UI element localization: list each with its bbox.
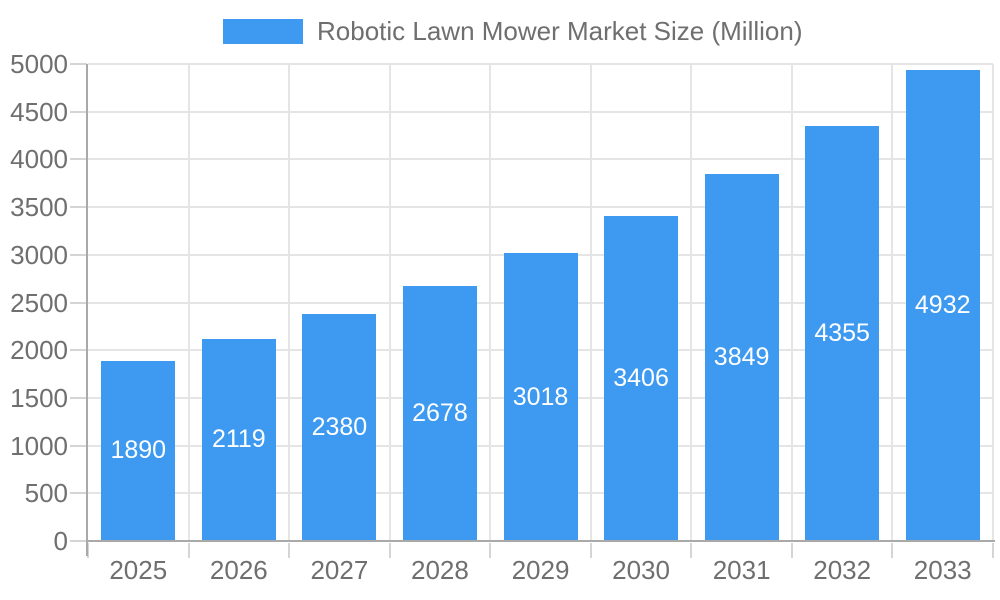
bar-value-label: 1890 xyxy=(110,436,167,465)
bar-value-label: 2678 xyxy=(412,398,468,427)
y-tick xyxy=(70,396,87,399)
legend-swatch xyxy=(223,19,303,44)
v-gridline xyxy=(992,64,994,541)
bar: 2678 xyxy=(402,285,477,541)
x-tick xyxy=(589,543,592,558)
v-gridline xyxy=(790,64,793,541)
x-tick xyxy=(288,543,291,558)
h-gridline xyxy=(88,63,993,65)
v-gridline xyxy=(187,64,190,541)
y-tick xyxy=(70,63,87,65)
v-gridline xyxy=(690,64,693,541)
y-tick xyxy=(70,492,87,495)
x-tick xyxy=(992,543,994,558)
x-tick-label: 2029 xyxy=(511,555,570,585)
y-tick-label: 2000 xyxy=(10,335,68,366)
bar: 4355 xyxy=(805,125,880,541)
y-tick-label: 0 xyxy=(53,526,68,556)
v-gridline xyxy=(388,64,391,541)
x-tick xyxy=(489,543,492,558)
x-tick-label: 2026 xyxy=(209,555,268,585)
bar-value-label: 3406 xyxy=(613,364,669,393)
x-tick xyxy=(891,543,894,558)
v-gridline xyxy=(589,64,592,541)
x-tick xyxy=(790,543,793,558)
bar: 1890 xyxy=(101,360,176,541)
y-tick xyxy=(70,349,87,352)
y-tick xyxy=(70,540,87,542)
y-tick-label: 5000 xyxy=(10,49,68,79)
x-tick xyxy=(187,543,190,558)
x-tick xyxy=(87,543,89,558)
bar: 3406 xyxy=(604,216,679,541)
bar: 2380 xyxy=(302,313,377,541)
bar: 4932 xyxy=(905,70,980,541)
v-gridline xyxy=(489,64,492,541)
chart-title: Robotic Lawn Mower Market Size (Million) xyxy=(317,16,803,46)
y-tick-label: 3000 xyxy=(10,239,68,270)
bar-value-label: 3018 xyxy=(512,382,569,411)
y-tick xyxy=(70,301,87,304)
x-tick-label: 2032 xyxy=(813,555,872,585)
y-tick-label: 1500 xyxy=(10,382,68,413)
bar-value-label: 4932 xyxy=(914,291,971,320)
x-tick-label: 2031 xyxy=(712,555,771,585)
x-tick-label: 2033 xyxy=(913,555,972,585)
bar-value-label: 3849 xyxy=(713,342,770,371)
y-tick-label: 1000 xyxy=(10,430,68,461)
y-tick-label: 2500 xyxy=(10,287,68,318)
bar: 3849 xyxy=(704,173,779,541)
v-gridline xyxy=(891,64,894,541)
h-gridline xyxy=(88,206,993,209)
v-gridline xyxy=(288,64,291,541)
y-tick xyxy=(70,158,87,161)
y-tick-label: 4500 xyxy=(10,96,68,127)
x-tick xyxy=(388,543,391,558)
h-gridline xyxy=(88,158,993,161)
x-tick-label: 2028 xyxy=(411,555,469,585)
y-axis-line xyxy=(86,64,88,556)
h-gridline xyxy=(88,110,993,113)
bar: 2119 xyxy=(201,338,276,541)
bar-value-label: 2380 xyxy=(311,412,368,441)
bar-value-label: 4355 xyxy=(814,318,870,347)
legend: Robotic Lawn Mower Market Size (Million) xyxy=(223,16,803,46)
x-tick-label: 2025 xyxy=(109,555,168,585)
x-tick-label: 2030 xyxy=(612,555,670,585)
x-tick xyxy=(690,543,693,558)
bar: 3018 xyxy=(503,253,578,541)
y-tick xyxy=(70,206,87,209)
y-tick xyxy=(70,253,87,256)
y-tick xyxy=(70,110,87,113)
y-tick-label: 500 xyxy=(24,478,68,509)
y-tick-label: 3500 xyxy=(10,192,68,223)
y-tick-label: 4000 xyxy=(10,144,68,175)
x-tick-label: 2027 xyxy=(310,555,369,585)
x-axis-line xyxy=(86,540,995,542)
bar-value-label: 2119 xyxy=(211,425,266,454)
y-tick xyxy=(70,444,87,447)
